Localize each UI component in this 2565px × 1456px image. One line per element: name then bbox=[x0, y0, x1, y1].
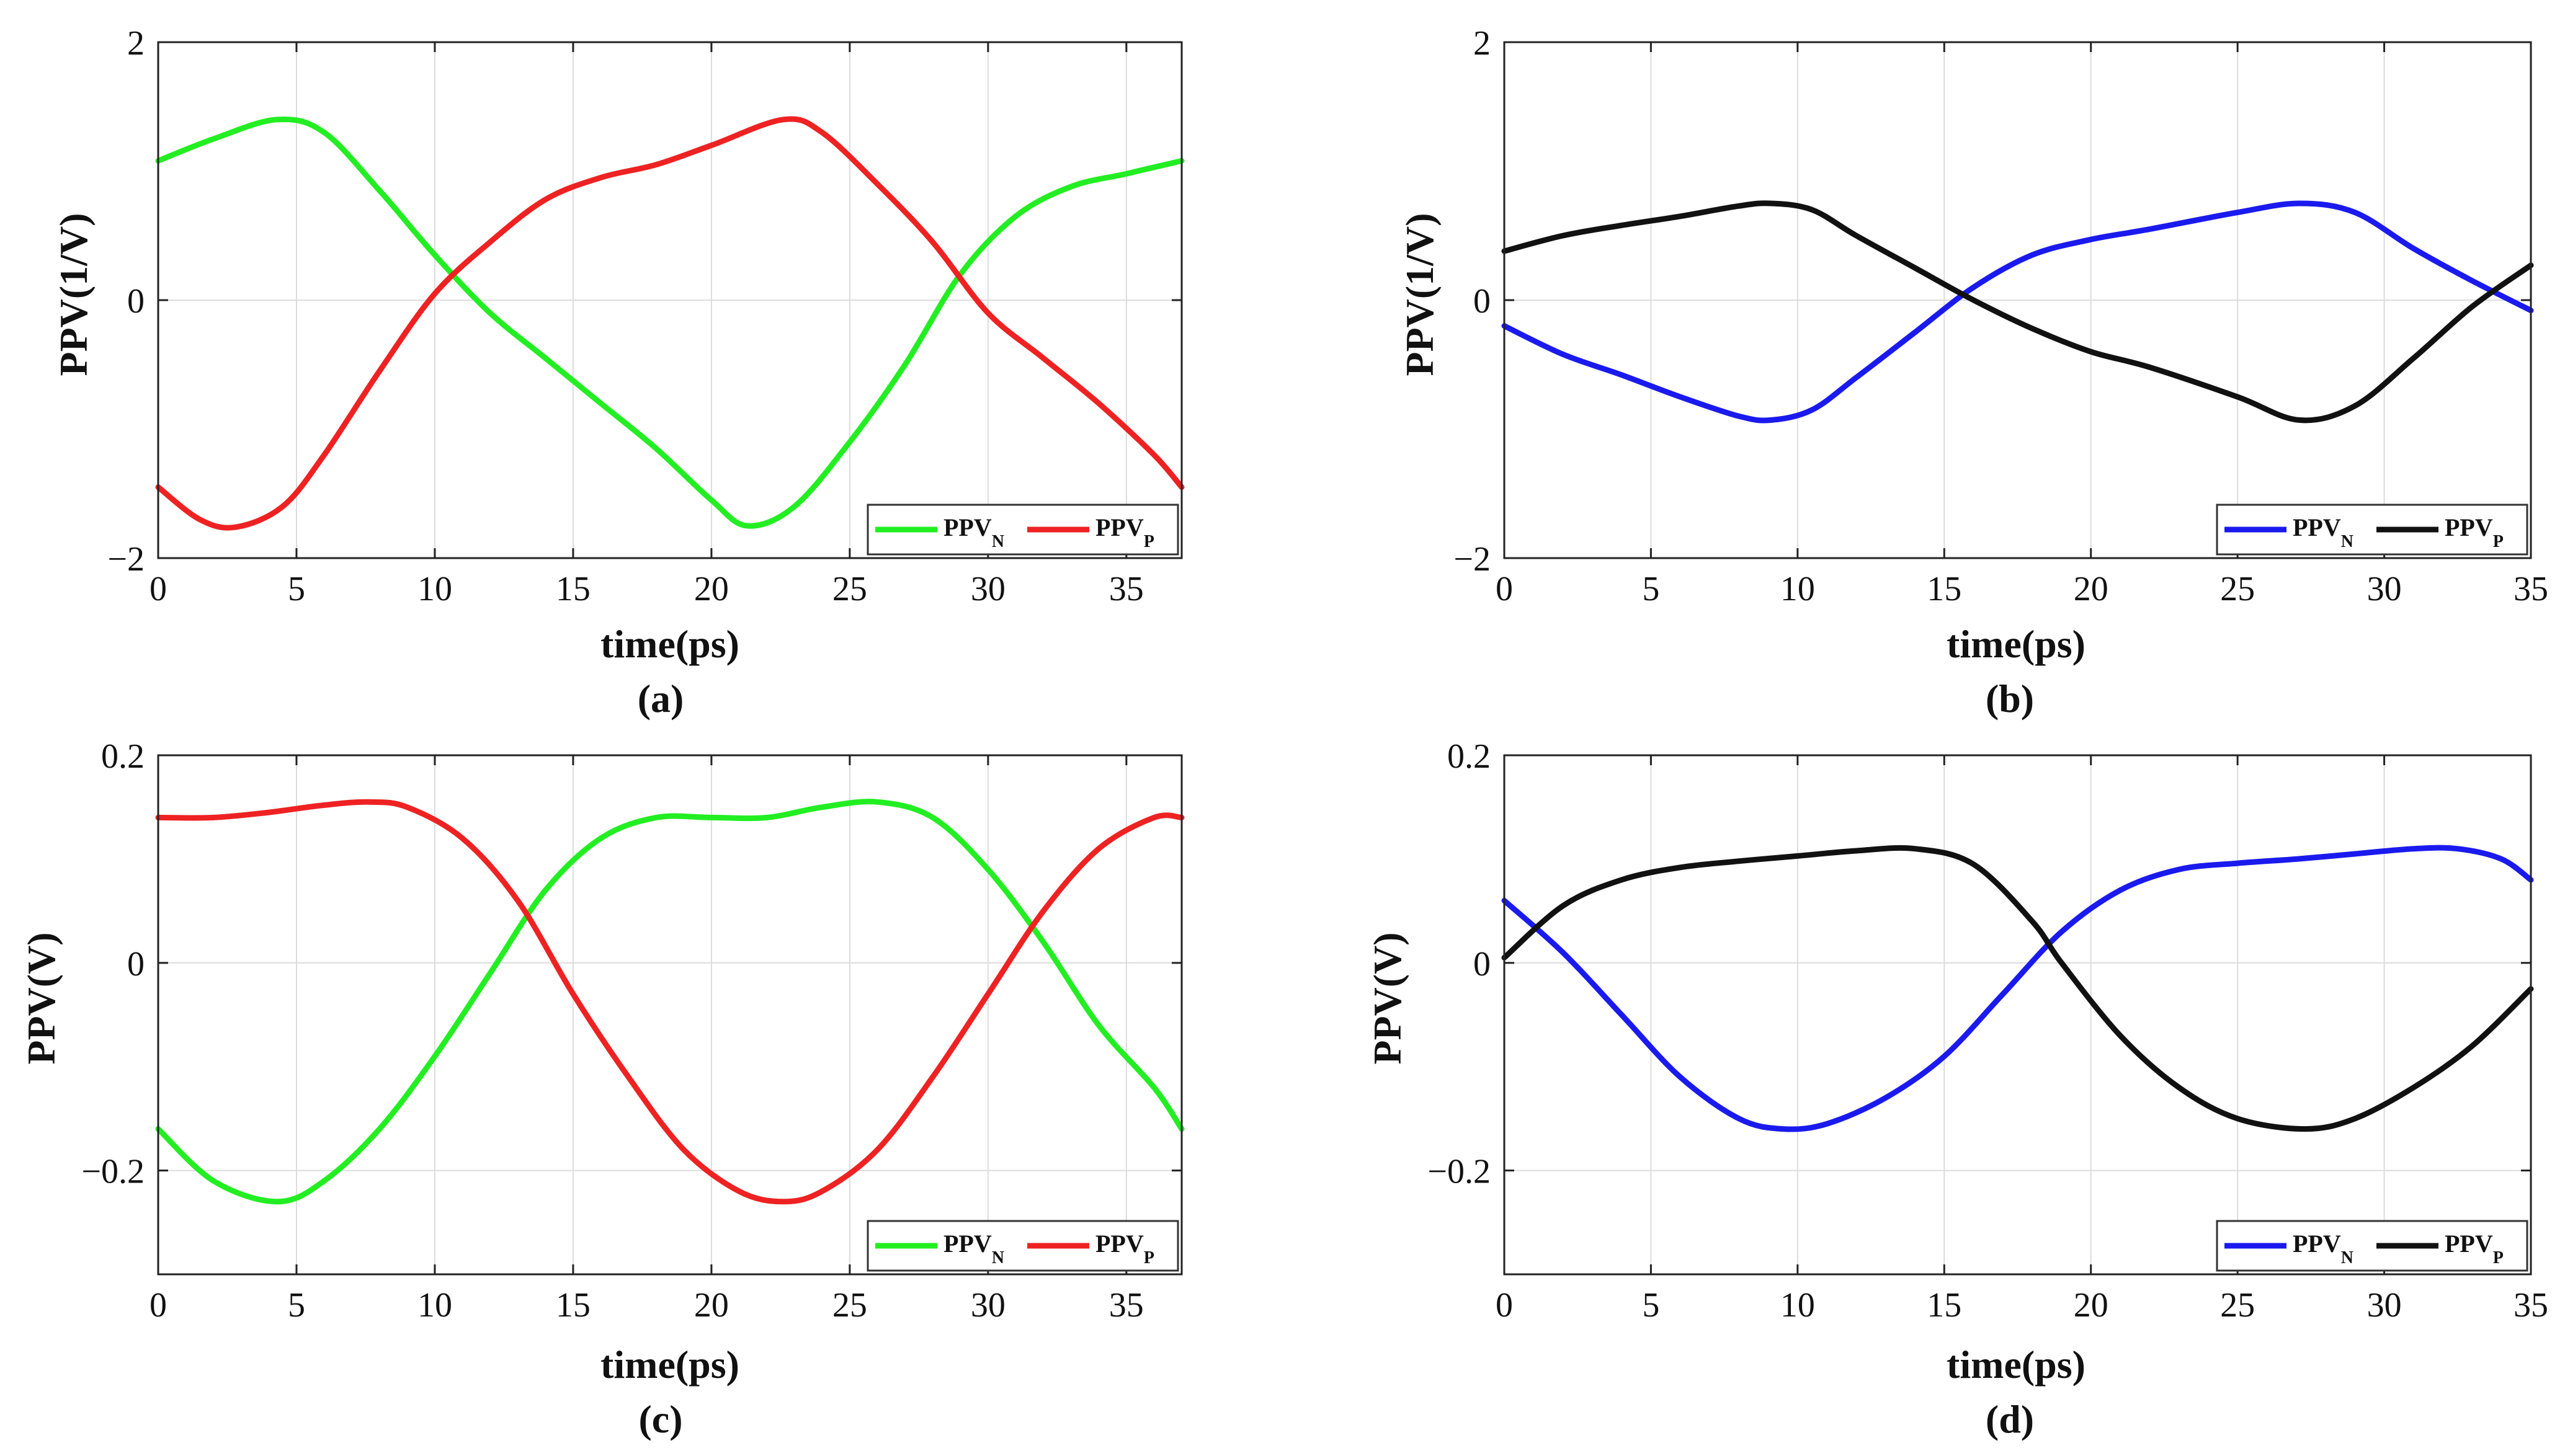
x-tick-label: 5 bbox=[1642, 1286, 1659, 1325]
x-tick-label: 10 bbox=[417, 570, 452, 608]
x-tick-label: 5 bbox=[288, 570, 305, 608]
x-tick-label: 0 bbox=[149, 1286, 167, 1325]
x-tick-label: 10 bbox=[1780, 1286, 1815, 1325]
xlabel-a: time(ps) bbox=[600, 622, 739, 666]
x-tick-label: 20 bbox=[2074, 570, 2108, 608]
ylabel-d: PPV(V) bbox=[1365, 932, 1409, 1064]
x-tick-label: 15 bbox=[1927, 570, 1961, 608]
caption-b: (b) bbox=[1986, 677, 2034, 721]
legend-subscript: P bbox=[2493, 1248, 2504, 1267]
caption-c: (c) bbox=[638, 1397, 682, 1441]
x-tick-label: 5 bbox=[288, 1286, 305, 1325]
x-tick-label: 10 bbox=[1780, 570, 1815, 608]
y-tick-label: 0 bbox=[1473, 282, 1491, 321]
x-tick-label: 30 bbox=[971, 1286, 1006, 1325]
x-tick-label: 15 bbox=[556, 1286, 591, 1325]
plot-background bbox=[158, 755, 1182, 1274]
x-tick-label: 35 bbox=[1109, 1286, 1144, 1325]
plot-background bbox=[1504, 755, 2531, 1274]
x-tick-label: 25 bbox=[832, 570, 867, 608]
x-tick-label: 0 bbox=[1496, 1286, 1513, 1325]
y-tick-label: 0 bbox=[127, 945, 145, 983]
legend-subscript: P bbox=[1144, 532, 1154, 551]
y-tick-label: −0.2 bbox=[81, 1153, 145, 1191]
x-tick-label: 30 bbox=[2367, 1286, 2402, 1325]
legend-subscript: N bbox=[2341, 1248, 2353, 1267]
x-tick-label: 20 bbox=[694, 570, 729, 608]
x-tick-label: 5 bbox=[1642, 570, 1659, 608]
x-tick-label: 25 bbox=[2220, 1286, 2255, 1325]
series-line-ppvp bbox=[1501, 845, 2534, 1132]
x-tick-label: 0 bbox=[149, 570, 167, 608]
x-tick-label: 25 bbox=[2220, 570, 2255, 608]
legend-subscript: N bbox=[992, 1248, 1004, 1267]
series-line-ppvn bbox=[1501, 845, 2534, 1132]
legend-subscript: N bbox=[992, 532, 1004, 551]
series-line-ppvp bbox=[155, 116, 1185, 531]
legend-subscript: P bbox=[2493, 532, 2504, 551]
series-line-ppvn bbox=[155, 116, 1185, 529]
xlabel-d: time(ps) bbox=[1947, 1343, 2085, 1387]
y-tick-label: 0.2 bbox=[101, 737, 145, 776]
legend-subscript: N bbox=[2341, 532, 2353, 551]
axes-frame bbox=[157, 754, 1183, 1276]
y-tick-label: 0 bbox=[1473, 945, 1491, 983]
ylabel-b: PPV(1/V) bbox=[1398, 213, 1442, 376]
caption-a: (a) bbox=[638, 677, 684, 721]
series-line-ppvp bbox=[1501, 200, 2534, 424]
y-tick-label: −0.2 bbox=[1427, 1153, 1491, 1191]
x-tick-label: 15 bbox=[1927, 1286, 1961, 1325]
x-tick-label: 35 bbox=[2514, 1286, 2548, 1325]
y-tick-label: 2 bbox=[127, 24, 145, 63]
x-tick-label: 15 bbox=[556, 570, 591, 608]
series-line-ppvn bbox=[155, 799, 1185, 1205]
x-tick-label: 30 bbox=[971, 570, 1006, 608]
x-tick-label: 20 bbox=[2074, 1286, 2108, 1325]
ylabel-c: PPV(V) bbox=[19, 932, 63, 1064]
x-tick-label: 30 bbox=[2367, 570, 2402, 608]
ylabel-a: PPV(1/V) bbox=[51, 213, 96, 376]
y-tick-label: 0 bbox=[127, 282, 145, 321]
x-tick-label: 35 bbox=[1109, 570, 1144, 608]
caption-d: (d) bbox=[1986, 1397, 2034, 1441]
x-tick-label: 0 bbox=[1496, 570, 1513, 608]
series-line-ppvn bbox=[1501, 200, 2534, 424]
x-tick-label: 20 bbox=[694, 1286, 729, 1325]
x-tick-label: 25 bbox=[832, 1286, 867, 1325]
y-tick-label: −2 bbox=[1453, 540, 1491, 579]
x-tick-label: 10 bbox=[417, 1286, 452, 1325]
y-tick-label: 0.2 bbox=[1447, 737, 1491, 776]
y-tick-label: 2 bbox=[1473, 24, 1491, 63]
legend-subscript: P bbox=[1144, 1248, 1154, 1267]
series-line-ppvp bbox=[155, 799, 1185, 1205]
x-tick-label: 35 bbox=[2514, 570, 2548, 608]
xlabel-c: time(ps) bbox=[600, 1343, 739, 1387]
y-tick-label: −2 bbox=[107, 540, 145, 579]
axes-frame bbox=[1503, 754, 2532, 1276]
xlabel-b: time(ps) bbox=[1947, 622, 2085, 666]
